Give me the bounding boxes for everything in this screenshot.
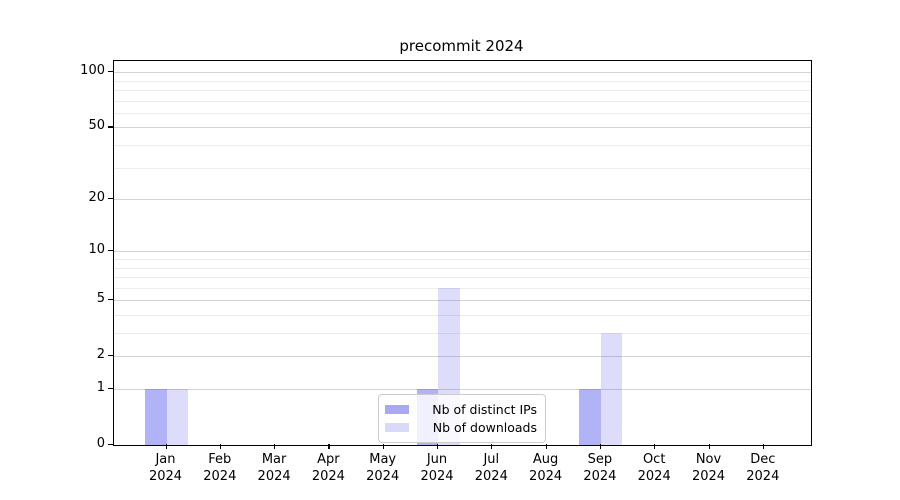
gridline-major <box>114 72 811 74</box>
y-tick-mark <box>108 71 113 73</box>
gridline-minor <box>114 167 811 169</box>
legend-swatch-downloads <box>385 423 409 432</box>
gridline-minor <box>114 100 811 102</box>
gridline-minor <box>114 80 811 82</box>
x-tick-mark <box>219 444 221 449</box>
legend: Nb of distinct IPs Nb of downloads <box>378 394 546 443</box>
x-tick-mark <box>328 444 330 449</box>
gridline-major <box>114 356 811 358</box>
x-tick-label-sep: Sep 2024 <box>583 452 617 484</box>
y-tick-label: 0 <box>96 436 105 451</box>
y-tick-label: 1 <box>96 380 105 395</box>
x-tick-label-may: May 2024 <box>366 452 400 484</box>
gridline-minor <box>114 112 811 114</box>
x-tick-mark <box>491 444 493 449</box>
x-tick-label-apr: Apr 2024 <box>311 452 345 484</box>
plot-area <box>113 60 812 446</box>
x-tick-label-oct: Oct 2024 <box>637 452 671 484</box>
bar-distinct-ips <box>145 389 167 445</box>
y-tick-mark <box>108 126 113 128</box>
x-tick-mark <box>437 444 439 449</box>
y-tick-label: 100 <box>80 63 105 79</box>
gridline-minor <box>114 145 811 146</box>
gridline-minor <box>114 259 811 260</box>
x-tick-label-jul: Jul 2024 <box>474 452 508 484</box>
y-tick-mark <box>108 198 113 200</box>
x-tick-mark <box>274 444 276 449</box>
x-tick-mark <box>599 444 602 449</box>
legend-label-distinct-ips: Nb of distinct IPs <box>432 402 537 417</box>
y-tick-label: 5 <box>96 291 105 307</box>
x-tick-label-nov: Nov 2024 <box>691 452 726 484</box>
y-tick-label: 20 <box>88 190 105 206</box>
gridline-minor <box>114 315 811 316</box>
y-tick-mark <box>108 250 113 252</box>
y-tick-mark <box>108 388 113 390</box>
bar-distinct-ips <box>579 389 601 445</box>
gridline-minor <box>114 90 811 91</box>
legend-swatch-distinct-ips <box>385 405 409 414</box>
x-tick-mark <box>762 444 764 449</box>
x-tick-mark <box>545 444 547 449</box>
bar-downloads <box>166 389 188 445</box>
gridline-major <box>114 199 811 201</box>
x-tick-mark <box>382 444 384 449</box>
gridline-major <box>114 389 811 390</box>
gridline-minor <box>114 277 811 278</box>
gridline-major <box>114 251 811 253</box>
x-tick-label-aug: Aug 2024 <box>529 452 563 484</box>
x-tick-mark <box>165 444 167 449</box>
x-tick-label-jun: Jun 2024 <box>420 452 454 484</box>
gridline-major <box>114 300 811 302</box>
y-tick-label: 2 <box>96 347 105 363</box>
x-tick-label-mar: Mar 2024 <box>257 452 291 484</box>
gridline-minor <box>114 287 811 289</box>
x-tick-mark <box>654 444 656 449</box>
y-tick-label: 50 <box>88 118 105 134</box>
gridline-minor <box>114 333 811 334</box>
gridline-minor <box>114 267 811 269</box>
x-tick-mark <box>708 444 710 449</box>
x-tick-label-feb: Feb 2024 <box>203 452 237 484</box>
chart-title: precommit 2024 <box>399 37 524 55</box>
legend-label-downloads: Nb of downloads <box>432 420 537 435</box>
bar-downloads <box>600 333 623 445</box>
y-tick-mark <box>108 299 113 301</box>
x-tick-label-jan: Jan 2024 <box>148 452 183 484</box>
y-tick-mark <box>108 444 113 446</box>
gridline-major <box>114 127 811 129</box>
x-tick-label-dec: Dec 2024 <box>746 452 780 484</box>
legend-item-downloads: Nb of downloads <box>385 419 537 436</box>
y-tick-label: 10 <box>88 242 105 258</box>
legend-item-distinct-ips: Nb of distinct IPs <box>385 401 537 418</box>
y-tick-mark <box>108 355 113 357</box>
